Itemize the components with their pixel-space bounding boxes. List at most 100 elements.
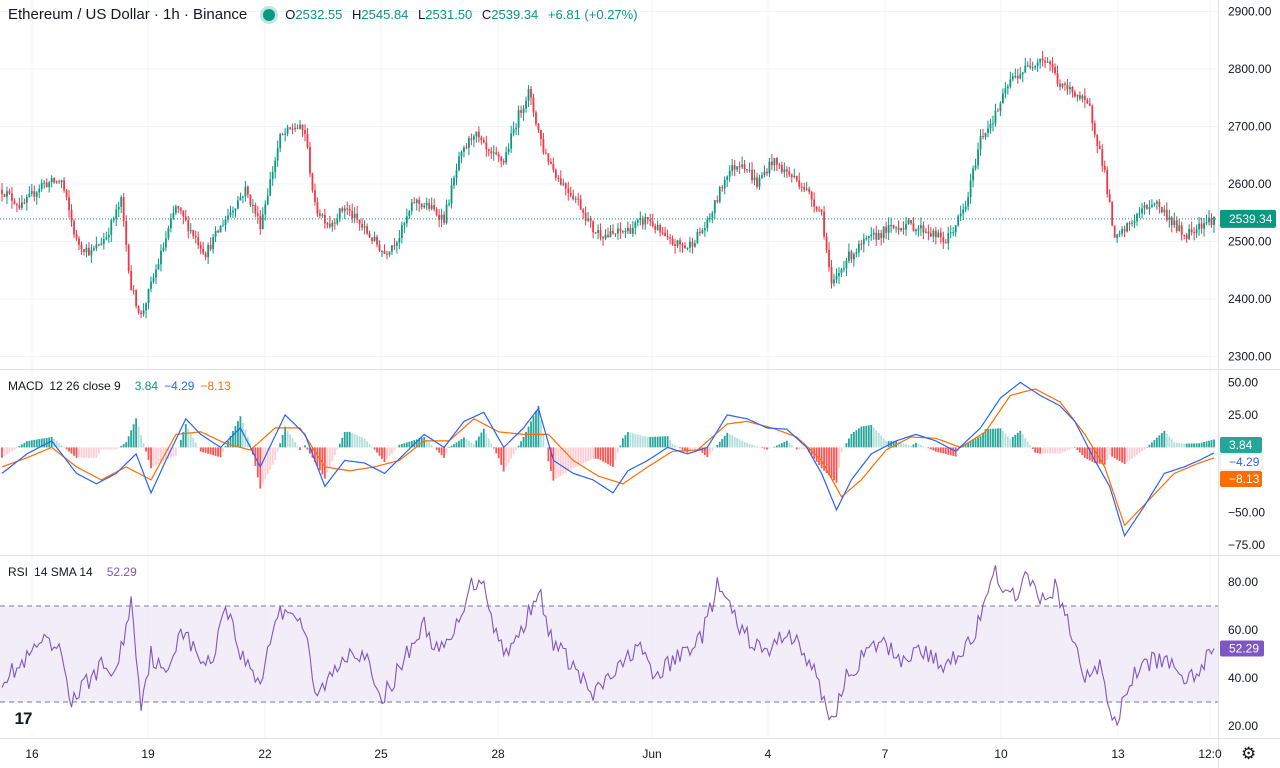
candle-body bbox=[505, 152, 508, 163]
candle-body bbox=[1113, 225, 1116, 238]
candle-body bbox=[102, 239, 105, 244]
macd-hist-bar bbox=[309, 447, 311, 454]
candle-body bbox=[813, 199, 816, 207]
macd-hist-bar bbox=[1069, 447, 1071, 450]
macd-hist-bar bbox=[733, 436, 736, 448]
candle-body bbox=[537, 123, 540, 131]
candle-body bbox=[1009, 79, 1012, 87]
candle-body bbox=[418, 199, 421, 204]
macd-hist-bar bbox=[400, 444, 403, 448]
macd-hist-bar bbox=[251, 447, 254, 455]
macd-hist-bar bbox=[1170, 439, 1173, 448]
candle-body bbox=[937, 232, 940, 238]
macd-hist-bar bbox=[582, 447, 585, 464]
candle-body bbox=[1049, 61, 1051, 65]
candle-body bbox=[1, 189, 3, 194]
candle-body bbox=[371, 237, 373, 242]
candle-body bbox=[204, 253, 207, 258]
macd-hist-bar bbox=[1111, 447, 1114, 457]
candle-body bbox=[1153, 203, 1156, 205]
macd-hist-bar bbox=[1074, 447, 1076, 448]
candle-body bbox=[343, 208, 346, 212]
macd-hist-bar bbox=[572, 447, 575, 469]
candle-body bbox=[92, 248, 95, 251]
candle-body bbox=[463, 147, 465, 152]
candle-body bbox=[530, 88, 532, 98]
candle-body bbox=[490, 150, 493, 154]
macd-hist-bar bbox=[95, 447, 98, 458]
macd-hist-bar bbox=[579, 447, 582, 465]
candle-body bbox=[987, 128, 989, 134]
candle-body bbox=[453, 177, 455, 186]
macd-hist-bar bbox=[1019, 430, 1022, 448]
macd-hist-bar bbox=[368, 444, 371, 448]
candle-body bbox=[833, 279, 835, 284]
candle-body bbox=[927, 231, 930, 234]
macd-hist-bar bbox=[438, 447, 441, 453]
price-tick-label: 2600.00 bbox=[1228, 177, 1272, 191]
macd-hist-bar bbox=[939, 447, 942, 453]
macd-hist-bar bbox=[35, 439, 38, 448]
macd-hist-bar bbox=[1001, 430, 1004, 448]
candle-body bbox=[65, 190, 68, 198]
macd-hist-bar bbox=[594, 447, 597, 459]
candle-body bbox=[507, 148, 510, 153]
candle-body bbox=[751, 169, 753, 181]
candle-body bbox=[1133, 221, 1136, 223]
settings-gear-icon[interactable]: ⚙ bbox=[1241, 744, 1257, 763]
macd-hist-bar bbox=[937, 447, 940, 453]
candle-body bbox=[1195, 229, 1198, 233]
macd-hist-bar bbox=[783, 441, 786, 448]
candle-body bbox=[448, 203, 450, 205]
candle-body bbox=[920, 225, 922, 229]
candle-body bbox=[609, 230, 612, 238]
macd-hist-bar bbox=[684, 447, 686, 452]
macd-hist-bar bbox=[430, 444, 433, 448]
candle-body bbox=[597, 230, 599, 233]
macd-hist-bar bbox=[1183, 443, 1186, 448]
macd-hist-bar bbox=[1014, 434, 1017, 448]
macd-hist-bar bbox=[525, 431, 527, 448]
rsi-line bbox=[1, 565, 1215, 727]
rsi-legend[interactable]: RSI 14 SMA 14 52.29 bbox=[8, 565, 143, 579]
macd-legend[interactable]: MACD 12 26 close 9 3.84 −4.29 −8.13 bbox=[8, 379, 237, 393]
candle-body bbox=[1136, 213, 1138, 222]
candle-body bbox=[870, 234, 873, 237]
candle-body bbox=[515, 127, 518, 130]
close-label: C bbox=[481, 7, 492, 22]
macd-hist-bar bbox=[1131, 447, 1133, 459]
low-label: L bbox=[418, 7, 426, 22]
macd-signal-tag-label: −8.13 bbox=[1229, 472, 1260, 486]
candle-body bbox=[783, 169, 786, 173]
candle-body bbox=[1036, 62, 1039, 66]
price-tick-label: 2400.00 bbox=[1228, 292, 1272, 306]
macd-hist-bar bbox=[833, 447, 835, 481]
macd-hist-bar bbox=[363, 438, 366, 448]
tradingview-logo-icon[interactable]: 17 bbox=[6, 705, 40, 733]
symbol-legend[interactable]: Ethereum / US Dollar · 1h · Binance O253… bbox=[8, 6, 644, 23]
candle-body bbox=[1203, 222, 1205, 229]
macd-line-value: −4.29 bbox=[164, 379, 195, 393]
macd-hist-bar bbox=[321, 447, 324, 475]
candle-body bbox=[885, 226, 888, 233]
macd-hist-bar bbox=[187, 428, 190, 448]
macd-hist-bar bbox=[383, 447, 386, 462]
candle-body bbox=[192, 229, 195, 237]
candle-body bbox=[408, 211, 411, 217]
time-tick-label: 28 bbox=[491, 747, 505, 761]
macd-hist-bar bbox=[378, 447, 381, 456]
macd-hist-bar bbox=[1193, 443, 1196, 448]
candle-body bbox=[823, 211, 825, 237]
macd-hist-bar bbox=[284, 426, 287, 448]
symbol-title[interactable]: Ethereum / US Dollar · 1h · Binance bbox=[8, 6, 248, 23]
candle-body bbox=[1086, 99, 1089, 104]
macd-hist-bar bbox=[341, 437, 344, 448]
candle-body bbox=[1061, 83, 1064, 87]
candle-body bbox=[830, 267, 833, 284]
candle-body bbox=[738, 166, 741, 168]
macd-hist-bar bbox=[358, 436, 361, 448]
macd-hist-bar bbox=[435, 447, 438, 450]
macd-hist-bar bbox=[1071, 447, 1074, 449]
candle-body bbox=[1101, 149, 1104, 166]
